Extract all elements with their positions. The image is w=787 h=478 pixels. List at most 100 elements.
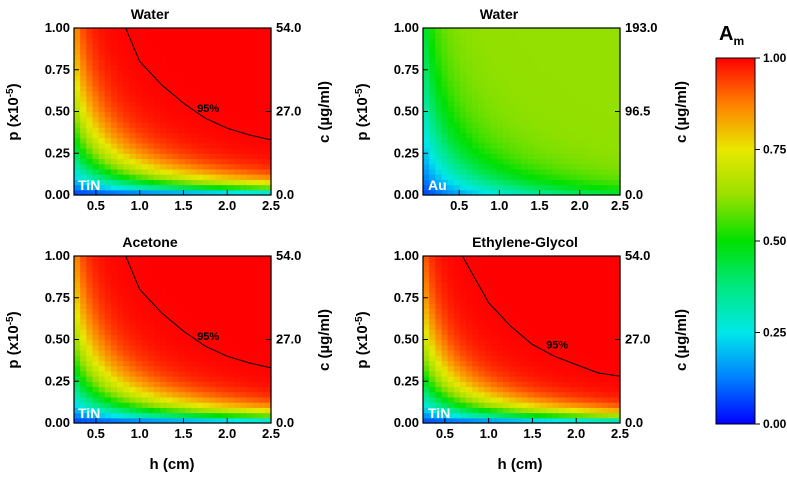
heatmap-cell [197,292,204,299]
heatmap-cell [441,271,449,278]
heatmap-cell [123,344,131,351]
heatmap-cell [570,282,578,288]
y-axis-label: p (x10-5) [5,311,22,368]
heatmap-cell [447,33,455,40]
heatmap-cell [564,334,572,341]
heatmap-cell [521,276,529,283]
heatmap-cell [466,189,473,196]
heatmap-cell [178,376,186,382]
heatmap-cell [613,137,621,144]
heatmap-cell [447,69,455,76]
heatmap-cell [478,116,486,123]
heatmap-cell [209,179,217,186]
heatmap-cell [74,142,81,149]
heatmap-cell [104,302,112,309]
heatmap-cell [533,148,541,154]
heatmap-cell [509,412,516,419]
heatmap-cell [147,127,155,133]
heatmap-cell [564,69,572,76]
heatmap-cell [527,308,535,315]
heatmap-cell [490,417,498,424]
heatmap-cell [472,256,480,262]
heatmap-cell [589,74,596,81]
heatmap-cell [178,370,186,377]
heatmap-cell [589,101,596,107]
colorbar-tick-label: 1.00 [763,51,787,65]
heatmap-cell [521,74,529,81]
heatmap-cell [509,85,516,92]
heatmap-cell [576,381,584,388]
heatmap-cell [447,184,455,191]
heatmap-cell [570,308,578,315]
heatmap-cell [503,339,510,346]
heatmap-cell [509,376,516,382]
colorbar-title-main: A [719,23,733,45]
heatmap-cell [558,266,566,273]
heatmap-cell [246,80,254,87]
heatmap-cell [203,302,211,309]
heatmap-cell [564,179,572,186]
heatmap-cell [86,402,94,408]
heatmap-cell [98,69,106,76]
heatmap-cell [509,407,516,414]
heatmap-cell [423,101,430,107]
heatmap-cell [423,360,430,367]
heatmap-cell [459,396,467,403]
heatmap-cell [509,297,516,304]
heatmap-cell [435,391,443,398]
heatmap-cell [264,365,272,372]
heatmap-cell [135,184,143,191]
heatmap-cell [607,302,615,309]
heatmap-cell [533,344,541,351]
heatmap-cell [215,80,223,87]
heatmap-cell [546,302,553,309]
heatmap-cell [246,323,254,330]
heatmap-cell [80,318,87,325]
heatmap-cell [521,54,529,60]
heatmap-cell [154,179,161,186]
heatmap-cell [92,85,100,92]
heatmap-cell [429,381,436,388]
heatmap-cell [147,308,155,315]
heatmap-cell [570,90,578,97]
heatmap-cell [80,28,87,34]
heatmap-cell [595,365,603,372]
heatmap-cell [123,189,131,196]
heatmap-cell [472,184,480,191]
heatmap-cell [74,54,81,60]
heatmap-cell [576,80,584,87]
heatmap-cell [423,256,430,262]
heatmap-cell [141,142,149,149]
heatmap-cell [80,158,87,165]
heatmap-cell [98,153,106,160]
heatmap-cell [478,276,486,283]
heatmap-cell [246,376,254,382]
heatmap-cell [141,101,149,107]
heatmap-cell [203,111,211,118]
heatmap-cell [601,163,609,170]
heatmap-cell [490,59,498,66]
heatmap-cell [435,179,443,186]
heatmap-cell [466,391,473,398]
heatmap-cell [190,142,198,149]
heatmap-cell [104,48,112,55]
heatmap-cell [466,313,473,320]
heatmap-cell [564,116,572,123]
heatmap-cell [441,127,449,133]
heatmap-cell [184,396,192,403]
heatmap-cell [172,360,180,367]
heatmap-cell [613,318,621,325]
heatmap-cell [552,376,560,382]
heatmap-cell [441,148,449,154]
heatmap-cell [607,85,615,92]
heatmap-cell [221,292,229,299]
heatmap-cell [466,116,473,123]
heatmap-cell [234,142,241,149]
heatmap-cell [607,137,615,144]
heatmap-cell [86,38,94,45]
heatmap-cell [197,189,204,196]
heatmap-cell [117,417,124,424]
heatmap-cell [546,168,553,175]
heatmap-cell [92,43,100,50]
heatmap-cell [98,54,106,60]
